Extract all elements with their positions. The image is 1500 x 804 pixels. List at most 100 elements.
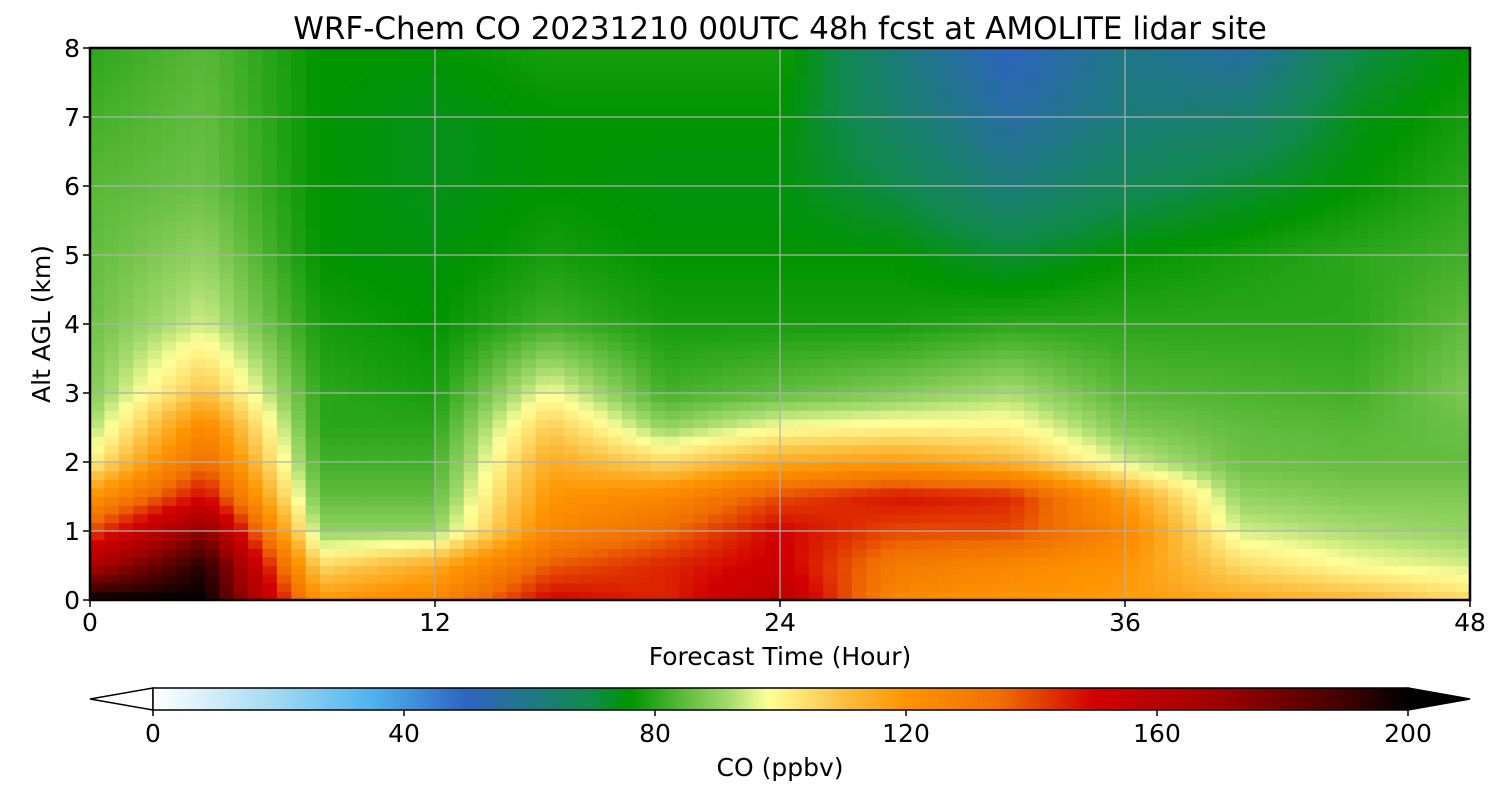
heatmap-cell xyxy=(1426,280,1442,291)
heatmap-cell xyxy=(1254,272,1270,282)
heatmap-cell xyxy=(1254,565,1270,575)
heatmap-cell xyxy=(1038,375,1054,385)
heatmap-cell xyxy=(1398,324,1414,334)
heatmap-cell xyxy=(995,410,1011,420)
heatmap-cell xyxy=(966,574,982,584)
heatmap-cell xyxy=(90,444,105,454)
heatmap-cell xyxy=(1096,367,1112,377)
heatmap-cell xyxy=(794,384,810,394)
heatmap-cell xyxy=(291,479,307,489)
heatmap-cell xyxy=(1010,393,1025,403)
heatmap-cell xyxy=(808,384,824,394)
heatmap-cell xyxy=(348,272,364,282)
heatmap-cell xyxy=(233,160,249,170)
heatmap-cell xyxy=(320,324,335,334)
heatmap-cell xyxy=(923,220,939,230)
heatmap-cell xyxy=(320,229,335,239)
heatmap-cell xyxy=(1268,151,1284,161)
heatmap-cell xyxy=(665,246,680,256)
heatmap-cell xyxy=(665,263,680,273)
heatmap-cell xyxy=(1010,565,1025,575)
heatmap-cell xyxy=(823,246,839,256)
heatmap-cell xyxy=(276,470,292,480)
heatmap-cell xyxy=(780,505,795,515)
heatmap-cell xyxy=(1426,168,1442,178)
heatmap-cell xyxy=(550,487,565,498)
heatmap-cell xyxy=(1340,220,1356,230)
heatmap-cell xyxy=(1254,513,1270,523)
heatmap-cell xyxy=(1326,401,1342,411)
heatmap-cell xyxy=(1326,522,1342,532)
heatmap-cell xyxy=(1053,393,1069,403)
heatmap-cell xyxy=(248,384,264,394)
heatmap-cell xyxy=(780,531,795,541)
heatmap-cell xyxy=(923,470,939,480)
heatmap-cell xyxy=(895,203,910,213)
heatmap-cell xyxy=(535,393,551,403)
heatmap-cell xyxy=(118,410,134,420)
heatmap-cell xyxy=(1024,358,1040,368)
heatmap-cell xyxy=(1254,203,1270,213)
heatmap-cell xyxy=(794,194,810,204)
heatmap-cell xyxy=(521,160,537,170)
heatmap-cell xyxy=(1096,582,1112,592)
heatmap-cell xyxy=(406,255,422,265)
heatmap-cell xyxy=(966,384,982,394)
heatmap-cell xyxy=(1398,574,1414,584)
heatmap-cell xyxy=(1096,358,1112,368)
heatmap-cell xyxy=(506,255,522,265)
heatmap-cell xyxy=(176,220,192,230)
heatmap-cell xyxy=(1010,384,1025,394)
heatmap-cell xyxy=(722,418,738,429)
heatmap-cell xyxy=(521,298,537,308)
heatmap-cell xyxy=(334,203,350,213)
heatmap-cell xyxy=(1053,358,1069,368)
heatmap-cell xyxy=(435,229,450,239)
heatmap-cell xyxy=(851,315,867,325)
heatmap-cell xyxy=(823,384,839,394)
heatmap-cell xyxy=(219,306,235,316)
heatmap-cell xyxy=(535,289,551,299)
heatmap-cell xyxy=(478,531,494,541)
heatmap-cell xyxy=(736,436,752,446)
heatmap-cell xyxy=(276,358,292,368)
heatmap-cell xyxy=(1441,565,1457,575)
heatmap-cell xyxy=(205,470,220,480)
heatmap-cell xyxy=(736,427,752,437)
heatmap-cell xyxy=(1383,556,1399,567)
heatmap-cell xyxy=(305,168,321,178)
heatmap-cell xyxy=(348,582,364,592)
heatmap-cell xyxy=(147,186,163,196)
heatmap-cell xyxy=(607,582,623,592)
heatmap-cell xyxy=(938,203,954,213)
heatmap-cell xyxy=(621,246,637,256)
heatmap-cell xyxy=(449,160,465,170)
heatmap-cell xyxy=(823,531,839,541)
heatmap-cell xyxy=(1283,255,1299,265)
heatmap-cell xyxy=(1081,367,1097,377)
heatmap-cell xyxy=(1067,151,1083,161)
heatmap-cell xyxy=(665,522,680,532)
heatmap-cell xyxy=(794,177,810,187)
heatmap-cell xyxy=(133,393,149,403)
heatmap-cell xyxy=(1369,522,1385,532)
heatmap-cell xyxy=(981,479,997,489)
heatmap-cell xyxy=(1125,462,1140,472)
heatmap-cell xyxy=(722,341,738,351)
heatmap-cell xyxy=(794,220,810,230)
heatmap-cell xyxy=(1139,280,1155,291)
heatmap-cell xyxy=(1412,298,1428,308)
heatmap-cell xyxy=(1326,531,1342,541)
heatmap-cell xyxy=(506,427,522,437)
heatmap-cell xyxy=(1326,574,1342,584)
heatmap-cell xyxy=(722,539,738,549)
heatmap-cell xyxy=(1096,410,1112,420)
heatmap-cell xyxy=(147,436,163,446)
heatmap-cell xyxy=(506,487,522,498)
heatmap-cell xyxy=(722,574,738,584)
heatmap-cell xyxy=(291,410,307,420)
heatmap-cell xyxy=(377,298,393,308)
heatmap-cell xyxy=(104,298,120,308)
heatmap-cell xyxy=(147,393,163,403)
heatmap-cell xyxy=(1383,341,1399,351)
